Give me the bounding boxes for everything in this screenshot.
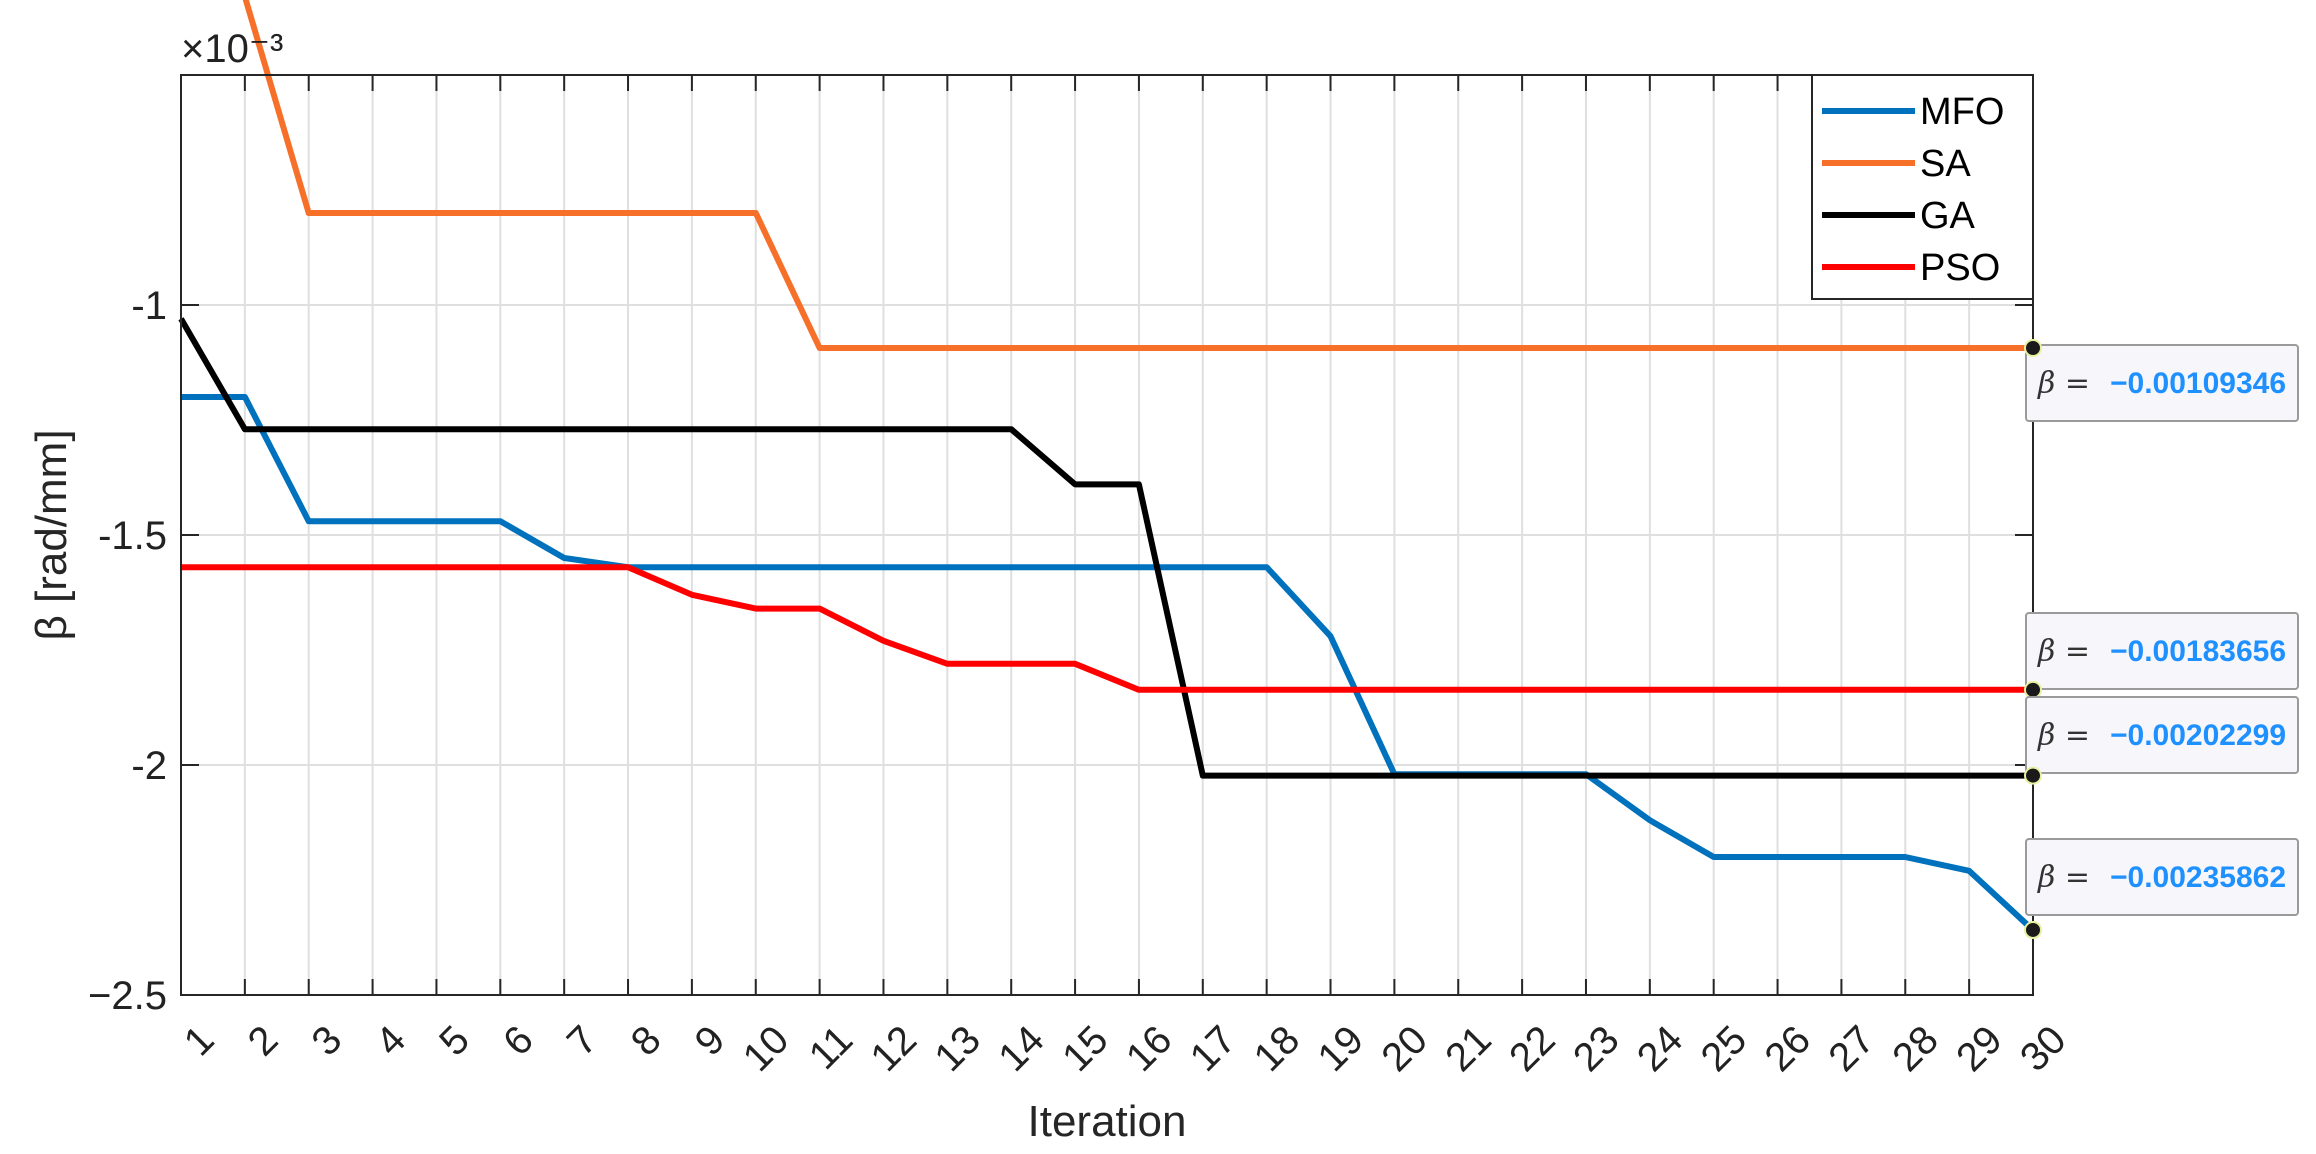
x-tick-label: 25: [1693, 1017, 1756, 1080]
x-tick-label: 8: [623, 1017, 670, 1064]
x-tick-label: 9: [687, 1017, 734, 1064]
datatip-box: [2025, 612, 2299, 690]
legend-label: MFO: [1920, 91, 2004, 133]
x-axis-title: Iteration: [1028, 1097, 1187, 1146]
x-tick-label: 30: [2012, 1017, 2075, 1080]
y-tick-label: -1: [131, 284, 167, 328]
x-tick-label: 20: [1373, 1017, 1436, 1080]
x-tick-label: 23: [1565, 1017, 1628, 1080]
datatip-value: −0.00109346: [2110, 367, 2286, 400]
x-tick-label: 28: [1884, 1017, 1947, 1080]
x-tick-label: 13: [926, 1017, 989, 1080]
x-tick-label: 17: [1182, 1017, 1245, 1080]
series-line-mfo: [181, 394, 2036, 933]
datatip-label: β =: [2037, 718, 2090, 753]
x-tick-label: 10: [735, 1017, 798, 1080]
y-tick-label: -2: [131, 744, 167, 788]
x-tick-label: 7: [559, 1017, 606, 1064]
datatip-marker: [2024, 920, 2042, 939]
series-layer: [178, 0, 2036, 933]
x-tick-label: 29: [1948, 1017, 2011, 1080]
y-tick-label: −2.5: [88, 974, 167, 1018]
x-tick-label: 26: [1757, 1017, 1820, 1080]
axis-ticks: [180, 75, 2034, 996]
datatip-value: −0.00202299: [2110, 719, 2286, 752]
datatip-box: [2025, 696, 2299, 774]
x-tick-label: 3: [303, 1017, 350, 1064]
x-tick-label: 4: [367, 1017, 414, 1064]
x-tick-label: 1: [176, 1017, 223, 1064]
x-tick-label: 14: [990, 1017, 1053, 1080]
datatip-marker: [2024, 338, 2042, 357]
legend: MFO SA GA PSO: [1811, 74, 2034, 300]
x-tick-label: 5: [431, 1017, 478, 1064]
legend-label: SA: [1920, 143, 1971, 185]
series-line-ga: [178, 317, 2033, 779]
datatip-label: β =: [2037, 634, 2090, 669]
legend-label: PSO: [1920, 247, 2000, 289]
datatips: β = −0.00109346 β = −0.00183656 β = −0.002022…: [2024, 338, 2299, 939]
y-tick-labels: −2.5 -2 -1.5 -1: [88, 284, 167, 1018]
x-tick-labels: 1 2 3 4 5 6 7 8 9 10 11 12 13 14 15 16 17 18 19 20 21 22 23 24 2…: [176, 1017, 2075, 1080]
datatip-box: [2025, 838, 2299, 916]
series-line-pso: [181, 564, 2033, 693]
series-line-sa: [242, 0, 2033, 351]
datatip-value: −0.00183656: [2110, 635, 2286, 668]
x-tick-label: 15: [1054, 1017, 1117, 1080]
x-tick-label: 24: [1629, 1017, 1692, 1080]
legend-label: GA: [1920, 195, 1976, 237]
y-axis-title: β [rad/mm]: [27, 429, 76, 640]
datatip-label: β =: [2037, 366, 2090, 401]
x-tick-label: 19: [1310, 1017, 1373, 1080]
grid-lines: [180, 75, 2034, 996]
x-tick-label: 6: [495, 1017, 542, 1064]
datatip-marker: [2024, 680, 2042, 699]
datatip-value: −0.00235862: [2110, 861, 2286, 894]
y-tick-label: -1.5: [98, 514, 167, 558]
x-tick-label: 22: [1501, 1017, 1564, 1080]
x-tick-label: 18: [1246, 1017, 1309, 1080]
datatip-box: [2025, 344, 2299, 422]
x-tick-label: 12: [862, 1017, 925, 1080]
datatip-label: β =: [2037, 860, 2090, 895]
x-tick-label: 11: [801, 1017, 861, 1077]
x-tick-label: 16: [1118, 1017, 1181, 1080]
datatip-marker: [2024, 766, 2042, 785]
x-tick-label: 2: [240, 1017, 287, 1064]
x-tick-label: 21: [1437, 1017, 1500, 1080]
exponent-label: ×10⁻³: [181, 27, 283, 71]
x-tick-label: 27: [1820, 1017, 1883, 1080]
